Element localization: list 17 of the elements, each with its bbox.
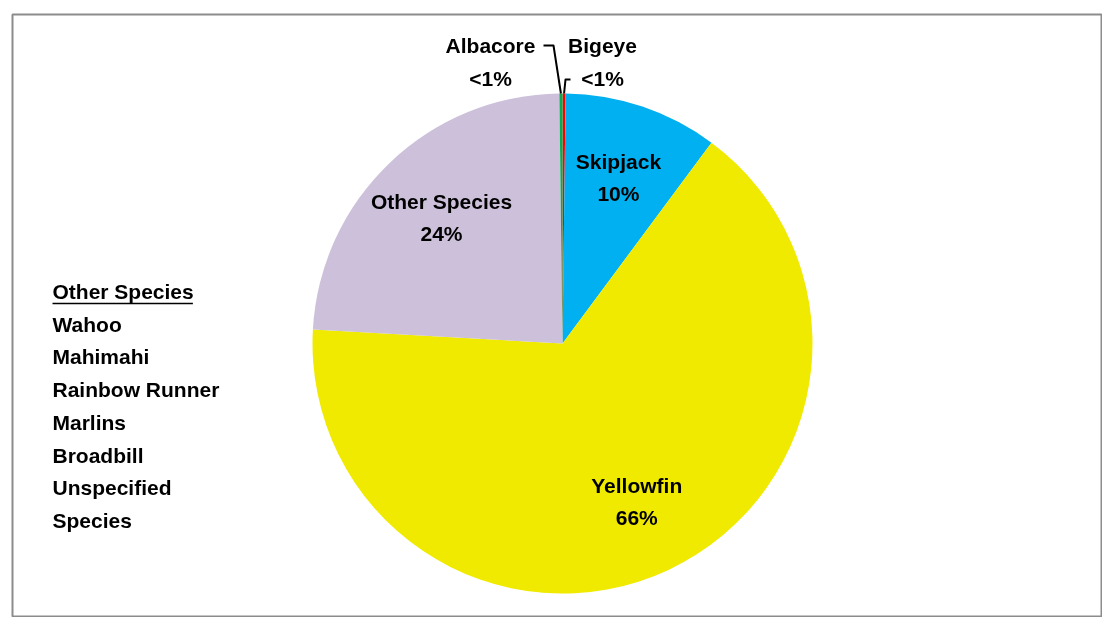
slice-label: Bigeye <box>568 34 637 57</box>
slice-label: Skipjack <box>575 150 662 174</box>
text: Marlins <box>52 410 127 434</box>
data-label: 24% <box>420 221 463 245</box>
slice-label: Other Species <box>52 280 194 303</box>
text: Broadbill <box>52 443 144 467</box>
data-label: <1% <box>469 67 513 90</box>
slice-label: Yellowfin <box>591 474 683 498</box>
slice-label: Other Species <box>370 189 513 213</box>
text: Mahimahi <box>52 345 150 369</box>
text: Unspecified Species <box>52 476 172 532</box>
data-label: 10% <box>597 182 640 206</box>
text: Rainbow Runner <box>52 378 220 402</box>
data-label: 66% <box>615 506 659 530</box>
data-label: <1% <box>581 67 625 90</box>
text: Wahoo <box>52 312 122 336</box>
slice-label: Albacore <box>445 34 536 57</box>
